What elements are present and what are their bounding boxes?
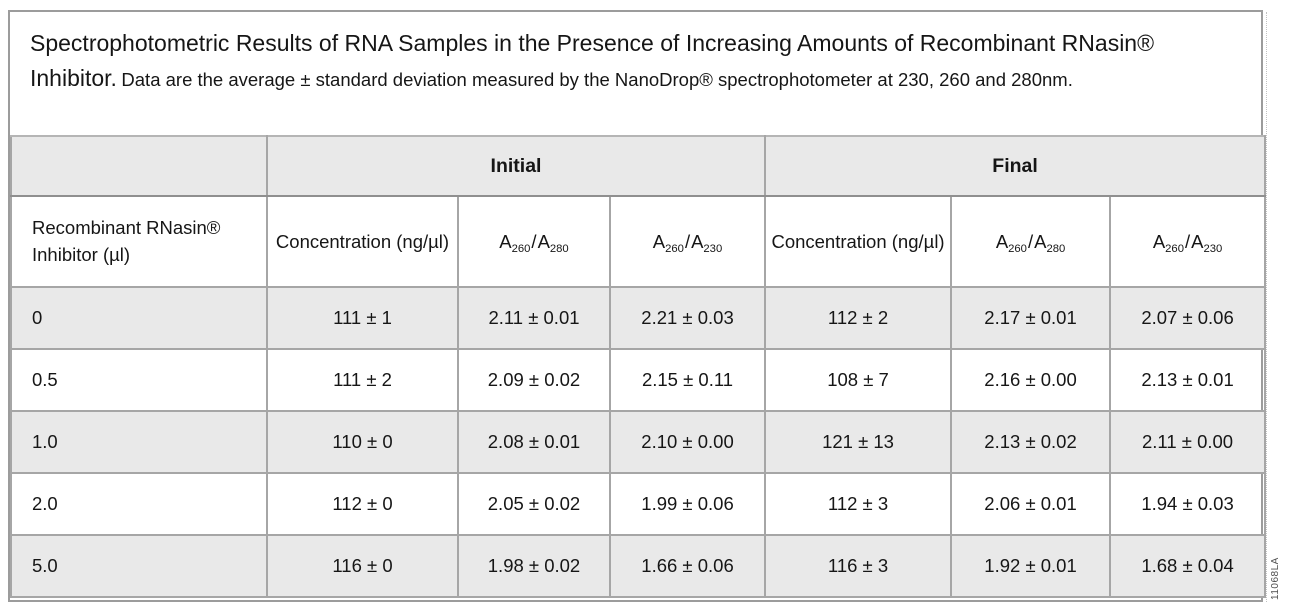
group-header-row: Initial Final [10, 135, 1267, 197]
cell-concentration-initial: 110 ± 0 [266, 410, 459, 474]
cell-concentration-final: 121 ± 13 [764, 410, 953, 474]
figure-title: Spectrophotometric Results of RNA Sample… [10, 12, 1261, 135]
cell-inhibitor-amount: 0 [10, 286, 268, 350]
column-header-a260-a280-initial: A260/A280 [457, 195, 611, 288]
ratio-base: A [995, 230, 1009, 252]
ratio-subscript: 230 [703, 242, 723, 255]
column-header-concentration-initial: Concentration (ng/µl) [266, 195, 459, 288]
cell-a260-a230-final: 1.68 ± 0.04 [1109, 534, 1267, 598]
cell-a260-a280-initial: 2.09 ± 0.02 [457, 348, 611, 412]
table-row: 0.5 111 ± 2 2.09 ± 0.02 2.15 ± 0.11 108 … [10, 348, 1267, 412]
cell-a260-a280-final: 1.92 ± 0.01 [950, 534, 1112, 598]
ratio-slash: / [1027, 230, 1034, 252]
cell-inhibitor-amount: 1.0 [10, 410, 268, 474]
cell-a260-a280-final: 2.17 ± 0.01 [950, 286, 1112, 350]
cell-a260-a280-final: 2.16 ± 0.00 [950, 348, 1112, 412]
cell-a260-a230-final: 1.94 ± 0.03 [1109, 472, 1267, 536]
cell-concentration-final: 108 ± 7 [764, 348, 953, 412]
page-edge-dotted-line [1266, 12, 1267, 602]
ratio-subscript: 260 [1008, 242, 1027, 255]
figure-title-note: Data are the average ± standard deviatio… [121, 68, 1073, 90]
column-header-concentration-final: Concentration (ng/µl) [764, 195, 953, 288]
table-row: 1.0 110 ± 0 2.08 ± 0.01 2.10 ± 0.00 121 … [10, 410, 1267, 474]
ratio-slash: / [531, 230, 537, 252]
ratio-base: A [537, 230, 550, 252]
ratio-subscript: 280 [549, 242, 569, 255]
figure-container: Spectrophotometric Results of RNA Sample… [8, 10, 1267, 602]
cell-a260-a230-initial: 2.15 ± 0.11 [608, 348, 767, 412]
column-header-a260-a280-final: A260/A280 [950, 195, 1112, 288]
ratio-subscript: 260 [665, 242, 684, 255]
cell-a260-a280-initial: 2.05 ± 0.02 [457, 472, 611, 536]
group-header-final: Final [764, 135, 1267, 197]
cell-inhibitor-amount: 0.5 [10, 348, 268, 412]
cell-concentration-initial: 111 ± 2 [266, 348, 459, 412]
cell-a260-a230-final: 2.13 ± 0.01 [1109, 348, 1267, 412]
ratio-base: A [652, 230, 666, 252]
table-row: 5.0 116 ± 0 1.98 ± 0.02 1.66 ± 0.06 116 … [10, 534, 1267, 598]
table-row: 0 111 ± 1 2.11 ± 0.01 2.21 ± 0.03 112 ± … [10, 286, 1267, 350]
ratio-slash: / [1184, 230, 1191, 252]
ratio-subscript: 280 [1046, 242, 1066, 255]
ratio-subscript: 260 [511, 242, 531, 255]
ratio-slash: / [684, 230, 691, 252]
cell-a260-a230-initial: 2.10 ± 0.00 [608, 410, 767, 474]
cell-concentration-final: 116 ± 3 [764, 534, 953, 598]
group-header-initial: Initial [265, 135, 767, 197]
ratio-base: A [499, 230, 512, 252]
cell-concentration-initial: 116 ± 0 [266, 534, 459, 598]
table-row: 2.0 112 ± 0 2.05 ± 0.02 1.99 ± 0.06 112 … [10, 472, 1267, 536]
ratio-base: A [691, 230, 704, 252]
ratio-base: A [1191, 230, 1204, 252]
cell-a260-a280-initial: 2.08 ± 0.01 [457, 410, 611, 474]
column-header-a260-a230-final: A260/A230 [1109, 195, 1267, 288]
cell-a260-a280-final: 2.06 ± 0.01 [950, 472, 1112, 536]
figure-title-main: Spectrophotometric Results of RNA Sample… [30, 30, 1155, 91]
cell-concentration-initial: 112 ± 0 [266, 472, 459, 536]
cell-inhibitor-amount: 2.0 [10, 472, 268, 536]
group-header-empty-cell [10, 135, 268, 197]
cell-a260-a230-initial: 1.66 ± 0.06 [608, 534, 767, 598]
cell-a260-a230-initial: 1.99 ± 0.06 [608, 472, 767, 536]
ratio-subscript: 230 [1203, 242, 1223, 255]
column-header-inhibitor: Recombinant RNasin® Inhibitor (µl) [10, 195, 268, 288]
cell-a260-a280-final: 2.13 ± 0.02 [950, 410, 1112, 474]
column-header-row: Recombinant RNasin® Inhibitor (µl) Conce… [10, 195, 1267, 288]
cell-a260-a230-initial: 2.21 ± 0.03 [608, 286, 767, 350]
cell-a260-a280-initial: 2.11 ± 0.01 [457, 286, 611, 350]
figure-title-text: Spectrophotometric Results of RNA Sample… [30, 26, 1170, 95]
results-table: Initial Final Recombinant RNasin® Inhibi… [10, 135, 1267, 598]
ratio-subscript: 260 [1165, 242, 1184, 255]
cell-a260-a280-initial: 1.98 ± 0.02 [457, 534, 611, 598]
cell-concentration-initial: 111 ± 1 [266, 286, 459, 350]
cell-inhibitor-amount: 5.0 [10, 534, 268, 598]
figure-number-label: 11068LA [1270, 557, 1281, 600]
cell-concentration-final: 112 ± 2 [764, 286, 953, 350]
cell-concentration-final: 112 ± 3 [764, 472, 953, 536]
cell-a260-a230-final: 2.07 ± 0.06 [1109, 286, 1267, 350]
cell-a260-a230-final: 2.11 ± 0.00 [1109, 410, 1267, 474]
column-header-a260-a230-initial: A260/A230 [608, 195, 767, 288]
ratio-base: A [1152, 230, 1166, 252]
ratio-base: A [1034, 230, 1047, 252]
